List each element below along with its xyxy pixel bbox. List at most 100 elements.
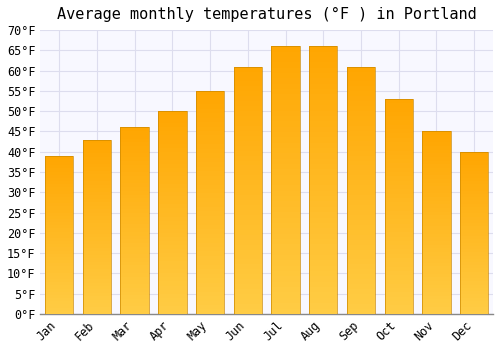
Bar	[384, 146, 413, 150]
Bar	[309, 303, 338, 309]
Bar	[309, 287, 338, 293]
Bar	[120, 183, 149, 187]
Bar	[309, 46, 338, 314]
Bar	[45, 181, 74, 184]
Bar	[309, 68, 338, 73]
Bar	[460, 155, 488, 158]
Bar	[158, 281, 186, 286]
Bar	[120, 165, 149, 168]
Bar	[234, 284, 262, 289]
Bar	[422, 266, 450, 270]
Bar	[460, 236, 488, 239]
Bar	[234, 195, 262, 200]
Bar	[422, 233, 450, 237]
Bar	[460, 152, 488, 314]
Bar	[460, 301, 488, 304]
Bar	[45, 282, 74, 285]
Bar	[83, 286, 111, 289]
Bar	[158, 115, 186, 119]
Bar	[120, 157, 149, 161]
Bar	[347, 259, 375, 264]
Bar	[45, 304, 74, 308]
Bar	[272, 116, 299, 121]
Bar	[347, 175, 375, 180]
Bar	[347, 66, 375, 314]
Bar	[120, 213, 149, 217]
Bar	[120, 243, 149, 247]
Bar	[460, 275, 488, 278]
Bar	[309, 89, 338, 94]
Bar	[196, 91, 224, 314]
Bar	[196, 256, 224, 260]
Bar	[234, 175, 262, 180]
Bar	[384, 99, 413, 103]
Bar	[83, 241, 111, 244]
Bar	[83, 206, 111, 209]
Bar	[384, 245, 413, 250]
Bar	[196, 91, 224, 95]
Bar	[196, 127, 224, 131]
Bar	[309, 148, 338, 153]
Bar	[422, 285, 450, 288]
Bar	[234, 210, 262, 215]
Bar	[120, 209, 149, 213]
Bar	[158, 209, 186, 212]
Bar	[45, 184, 74, 187]
Bar	[158, 225, 186, 229]
Bar	[83, 192, 111, 195]
Bar	[196, 100, 224, 104]
Bar	[460, 243, 488, 246]
Bar	[347, 279, 375, 284]
Bar	[272, 191, 299, 196]
Bar	[83, 209, 111, 213]
Bar	[120, 154, 149, 157]
Bar	[158, 192, 186, 196]
Bar	[196, 305, 224, 309]
Bar	[196, 109, 224, 113]
Bar	[120, 251, 149, 254]
Bar	[158, 269, 186, 273]
Bar	[120, 310, 149, 314]
Bar	[272, 68, 299, 73]
Bar	[196, 309, 224, 314]
Bar	[120, 292, 149, 295]
Bar	[347, 121, 375, 126]
Bar	[45, 165, 74, 168]
Bar	[422, 292, 450, 296]
Bar	[384, 168, 413, 172]
Bar	[309, 132, 338, 137]
Bar	[196, 145, 224, 149]
Bar	[45, 203, 74, 206]
Bar	[460, 161, 488, 165]
Bar	[384, 292, 413, 297]
Bar	[158, 310, 186, 314]
Bar	[272, 309, 299, 314]
Bar	[83, 275, 111, 279]
Bar	[460, 246, 488, 249]
Bar	[45, 162, 74, 165]
Bar	[158, 144, 186, 148]
Bar	[120, 206, 149, 209]
Bar	[234, 200, 262, 205]
Bar	[309, 78, 338, 84]
Bar	[384, 301, 413, 305]
Bar	[120, 288, 149, 292]
Bar	[45, 241, 74, 244]
Bar	[234, 190, 262, 195]
Bar	[45, 289, 74, 292]
Bar	[384, 185, 413, 189]
Bar	[83, 147, 111, 150]
Bar	[196, 135, 224, 140]
Bar	[120, 176, 149, 180]
Bar	[120, 307, 149, 310]
Bar	[83, 251, 111, 254]
Bar	[83, 202, 111, 206]
Bar	[196, 198, 224, 202]
Bar	[234, 215, 262, 220]
Bar	[158, 184, 186, 188]
Bar	[422, 252, 450, 256]
Bar	[45, 301, 74, 304]
Bar	[422, 208, 450, 212]
Bar	[347, 195, 375, 200]
Bar	[83, 310, 111, 314]
